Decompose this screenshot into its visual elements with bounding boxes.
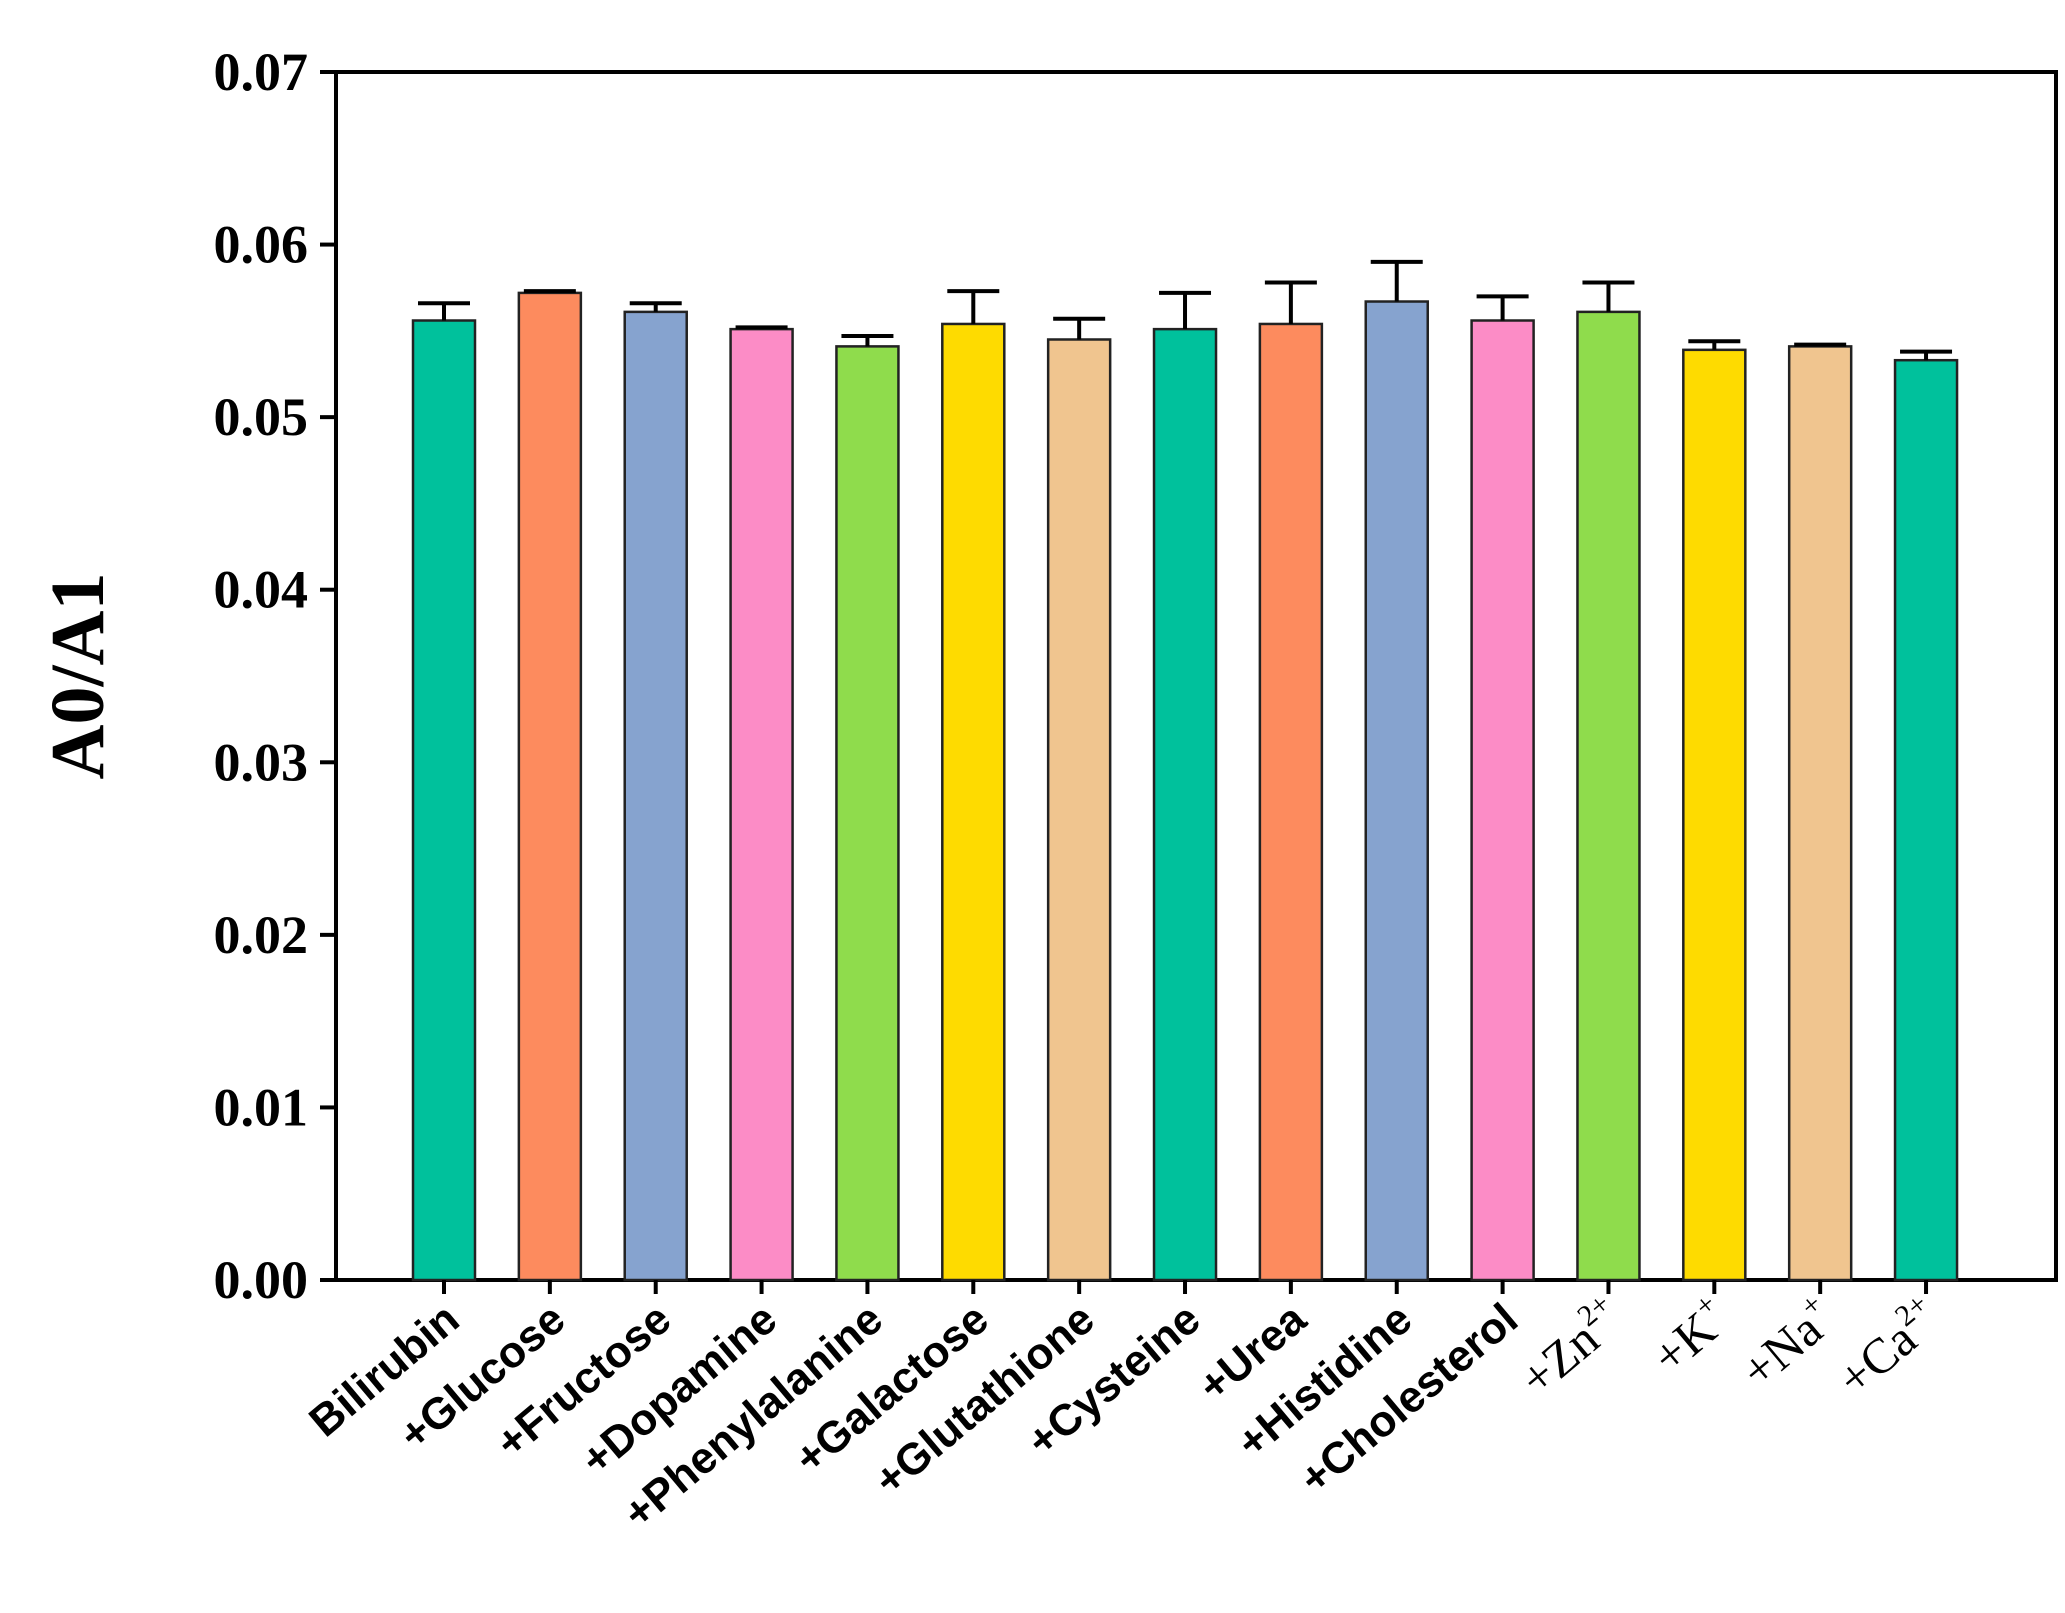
bar	[623, 310, 688, 1282]
y-tick-label: 0.04	[214, 560, 309, 620]
x-tick-label: +Na+	[1728, 1287, 1845, 1399]
x-tick-label: +K+	[1639, 1287, 1739, 1384]
y-axis: 0.00 0.01 0.02 0.03 0.04 0.05 0.06 0.07	[214, 42, 336, 1310]
bar	[1046, 338, 1112, 1282]
y-tick-label: 0.02	[214, 905, 309, 965]
bar	[729, 327, 794, 1282]
bar	[1258, 322, 1324, 1282]
bar	[517, 291, 583, 1282]
x-axis: Bilirubin+Glucose+Fructose+Dopamine+Phen…	[300, 1280, 1952, 1538]
bar	[1470, 319, 1535, 1282]
x-tick-label: +Zn2+	[1507, 1287, 1634, 1407]
y-tick-label: 0.06	[214, 215, 309, 275]
bar	[1364, 300, 1429, 1282]
y-axis-label: A0/A1	[36, 573, 120, 780]
bar	[1576, 310, 1641, 1282]
bar	[411, 319, 477, 1282]
y-tick-label: 0.00	[214, 1250, 309, 1310]
y-tick-label: 0.05	[214, 387, 309, 447]
bar	[1152, 327, 1218, 1282]
y-tick-label: 0.07	[214, 42, 309, 102]
bars-group	[411, 259, 1959, 1282]
bar	[1893, 358, 1959, 1282]
bar	[1682, 348, 1747, 1282]
x-tick-label: +Ca2+	[1825, 1287, 1952, 1407]
bar	[835, 345, 900, 1282]
y-tick-label: 0.03	[214, 732, 309, 792]
y-tick-label: 0.01	[214, 1077, 309, 1137]
bar	[1787, 345, 1853, 1282]
bar	[941, 322, 1006, 1282]
